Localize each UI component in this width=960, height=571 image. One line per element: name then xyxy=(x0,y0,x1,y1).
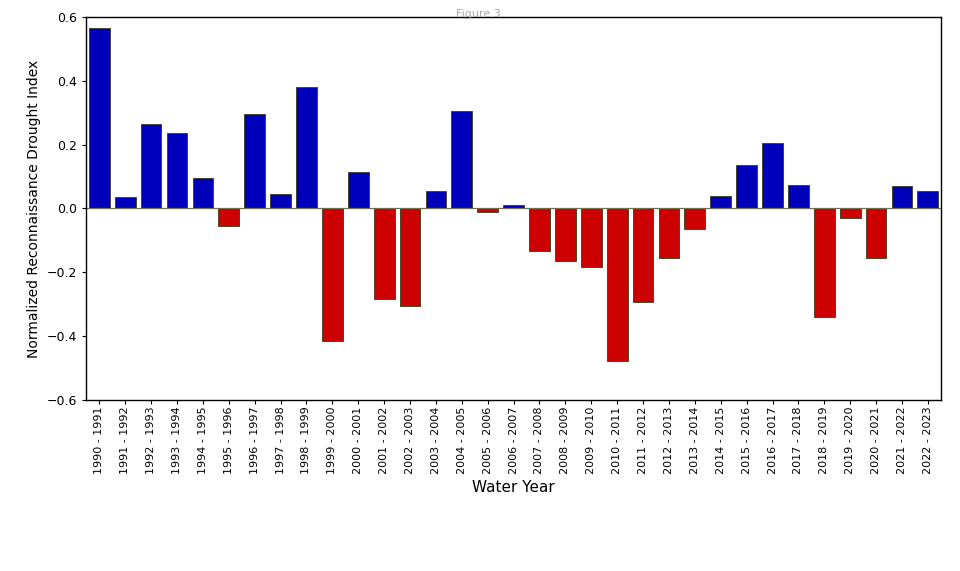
Bar xyxy=(245,114,265,208)
Bar xyxy=(866,208,886,258)
Bar xyxy=(167,134,187,208)
Bar xyxy=(322,208,343,341)
Bar xyxy=(477,208,498,212)
Bar xyxy=(814,208,834,317)
Bar xyxy=(296,87,317,208)
X-axis label: Water Year: Water Year xyxy=(472,480,555,495)
Bar xyxy=(141,124,161,208)
Bar xyxy=(348,172,369,208)
Bar xyxy=(607,208,628,361)
Bar xyxy=(762,143,782,208)
Bar xyxy=(555,208,576,261)
Bar xyxy=(451,111,472,208)
Bar xyxy=(736,166,757,208)
Y-axis label: Normalized Reconnaissance Drought Index: Normalized Reconnaissance Drought Index xyxy=(28,59,41,357)
Bar xyxy=(529,208,550,251)
Bar xyxy=(710,196,732,208)
Bar xyxy=(115,197,135,208)
Bar xyxy=(581,208,602,267)
Bar xyxy=(918,191,938,208)
Bar xyxy=(399,208,420,305)
Bar xyxy=(270,194,291,208)
Bar xyxy=(892,186,912,208)
Bar xyxy=(659,208,680,258)
Bar xyxy=(219,208,239,226)
Bar xyxy=(373,208,395,299)
Bar xyxy=(425,191,446,208)
Bar xyxy=(840,208,860,218)
Bar xyxy=(788,184,808,208)
Bar xyxy=(633,208,654,303)
Text: Figure 3.: Figure 3. xyxy=(456,9,504,19)
Bar xyxy=(193,178,213,208)
Bar xyxy=(684,208,706,229)
Bar xyxy=(503,205,524,208)
Bar xyxy=(89,29,109,208)
